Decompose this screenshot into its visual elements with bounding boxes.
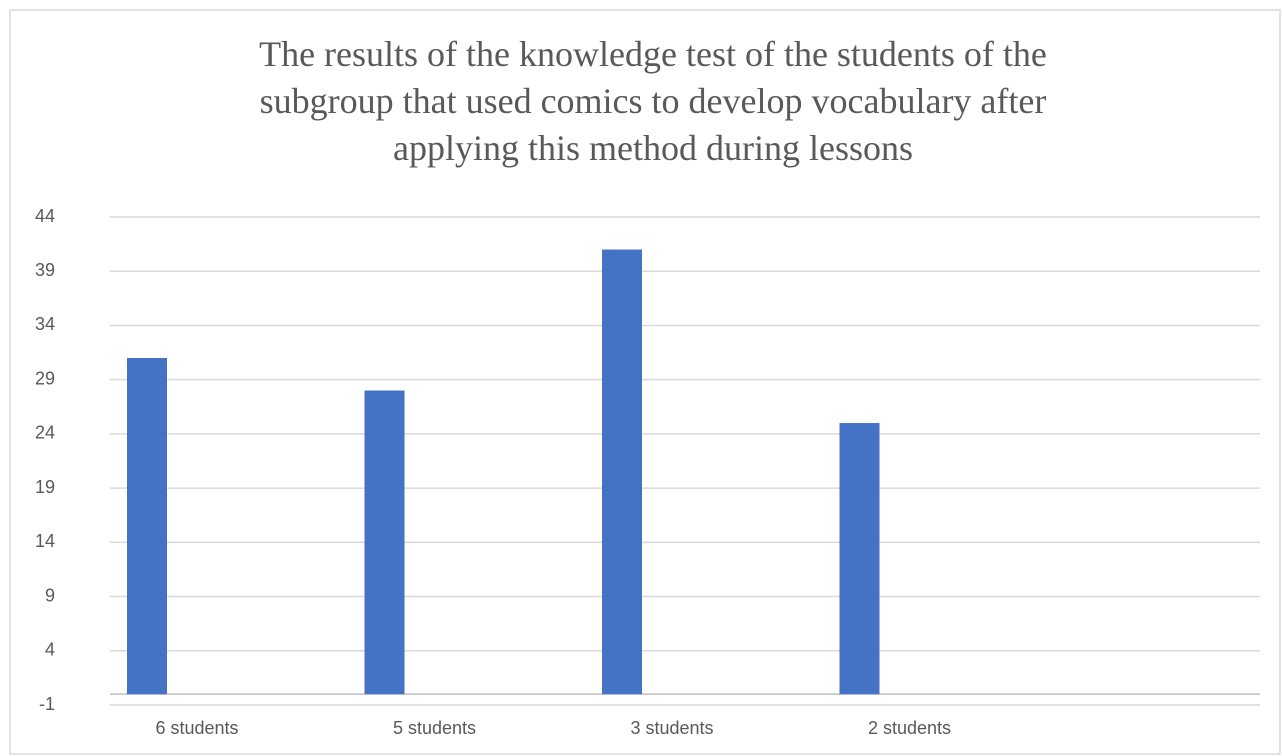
x-tick-label: 6 students <box>155 718 238 738</box>
chart-title: subgroup that used comics to develop voc… <box>260 81 1047 121</box>
y-tick-label: 14 <box>35 531 55 551</box>
chart-frame <box>9 9 1281 755</box>
y-tick-label: 39 <box>35 260 55 280</box>
y-tick-label: 29 <box>35 368 55 388</box>
y-tick-label: 24 <box>35 423 55 443</box>
y-tick-label: 44 <box>35 206 55 226</box>
chart-title: applying this method during lessons <box>393 128 913 168</box>
y-tick-label: 9 <box>45 585 55 605</box>
y-tick-label: 34 <box>35 314 55 334</box>
bar <box>602 249 642 695</box>
bar <box>127 357 167 695</box>
x-tick-label: 5 students <box>393 718 476 738</box>
bar <box>839 423 880 695</box>
x-tick-label: 2 students <box>868 718 951 738</box>
y-tick-label: 19 <box>35 477 55 497</box>
chart-title: The results of the knowledge test of the… <box>259 34 1047 74</box>
x-tick-label: 3 students <box>630 718 713 738</box>
y-tick-label: 4 <box>45 640 55 660</box>
y-tick-label: -1 <box>39 694 55 714</box>
bar <box>364 390 405 695</box>
